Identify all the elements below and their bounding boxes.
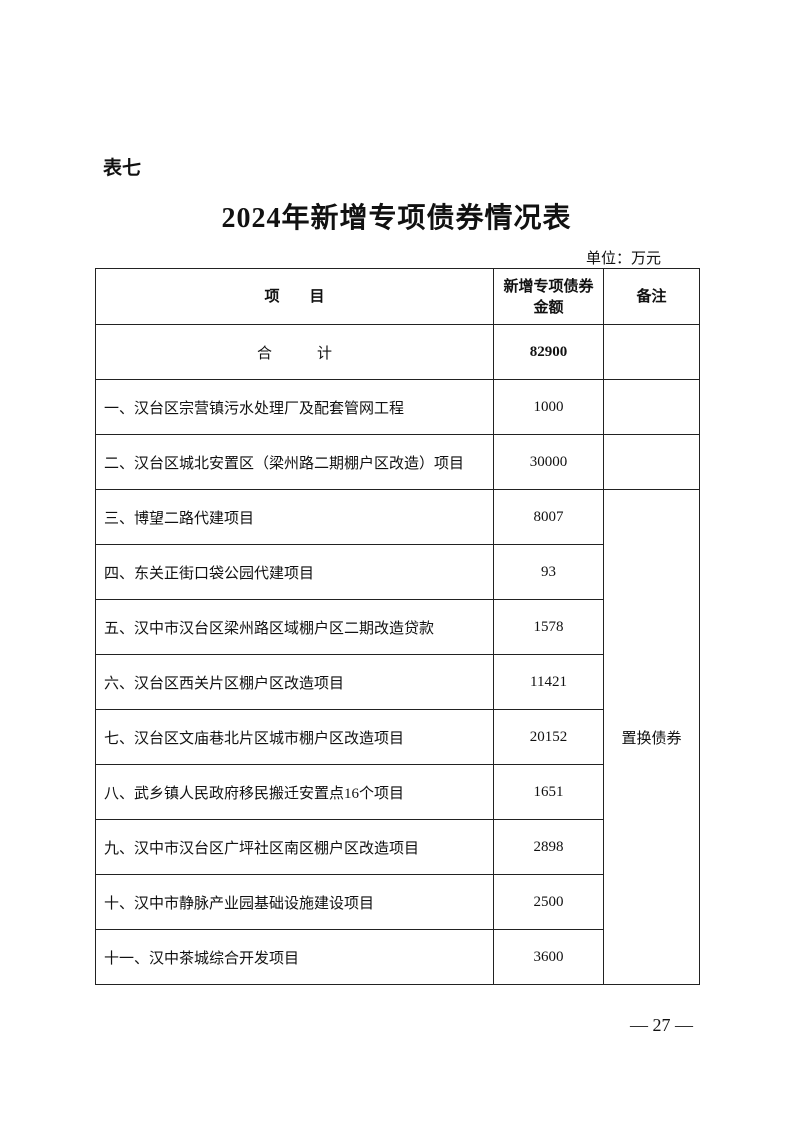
table-row: 十、汉中市静脉产业园基础设施建设项目 2500: [95, 874, 700, 930]
row-item: 六、汉台区西关片区棚户区改造项目: [95, 654, 494, 710]
table-row: 一、汉台区宗营镇污水处理厂及配套管网工程 1000: [95, 379, 700, 435]
header-remark: 备注: [603, 268, 700, 325]
merged-remark: 置换债券: [603, 489, 700, 985]
table-row: 九、汉中市汉台区广坪社区南区棚户区改造项目 2898: [95, 819, 700, 875]
table-row: 六、汉台区西关片区棚户区改造项目 11421: [95, 654, 700, 710]
row-amount: 3600: [493, 929, 604, 985]
row-remark: [603, 379, 700, 435]
total-remark: [603, 324, 700, 380]
row-amount: 1578: [493, 599, 604, 655]
row-item: 九、汉中市汉台区广坪社区南区棚户区改造项目: [95, 819, 494, 875]
row-item: 五、汉中市汉台区梁州路区域棚户区二期改造贷款: [95, 599, 494, 655]
row-amount: 8007: [493, 489, 604, 545]
table-row: 七、汉台区文庙巷北片区城市棚户区改造项目 20152: [95, 709, 700, 765]
table-row: 十一、汉中茶城综合开发项目 3600: [95, 929, 700, 985]
table-row: 八、武乡镇人民政府移民搬迁安置点16个项目 1651: [95, 764, 700, 820]
table-row: 三、博望二路代建项目 8007 置换债券: [95, 489, 700, 985]
header-amount-line1: 新增专项债券: [503, 276, 594, 295]
row-amount: 93: [493, 544, 604, 600]
row-item: 十一、汉中茶城综合开发项目: [95, 929, 494, 985]
row-item: 八、武乡镇人民政府移民搬迁安置点16个项目: [95, 764, 494, 820]
row-amount: 2898: [493, 819, 604, 875]
row-amount: 1651: [493, 764, 604, 820]
row-item: 二、汉台区城北安置区（梁州路二期棚户区改造）项目: [95, 434, 494, 490]
total-row: 合 计 82900: [95, 324, 700, 380]
total-label: 合 计: [95, 324, 494, 380]
row-amount: 1000: [493, 379, 604, 435]
row-amount: 20152: [493, 709, 604, 765]
row-amount: 30000: [493, 434, 604, 490]
unit-note: 单位：万元: [585, 251, 661, 267]
table-row: 五、汉中市汉台区梁州路区域棚户区二期改造贷款 1578: [95, 599, 700, 655]
table-row: 二、汉台区城北安置区（梁州路二期棚户区改造）项目 30000: [95, 434, 700, 490]
row-amount: 2500: [493, 874, 604, 930]
row-item: 三、博望二路代建项目: [95, 489, 494, 545]
table-row: 四、东关正街口袋公园代建项目 93: [95, 544, 700, 600]
header-row: 项 目 新增专项债券 金额 备注: [95, 268, 700, 325]
row-item: 一、汉台区宗营镇污水处理厂及配套管网工程: [95, 379, 494, 435]
bond-table: 项 目 新增专项债券 金额 备注 合 计 82900 一、汉台区宗营镇污水处理厂…: [95, 268, 700, 985]
row-item: 十、汉中市静脉产业园基础设施建设项目: [95, 874, 494, 930]
row-item: 四、东关正街口袋公园代建项目: [95, 544, 494, 600]
header-amount-line2: 金额: [533, 297, 564, 316]
row-remark: [603, 434, 700, 490]
page-number: — 27 —: [630, 1015, 693, 1035]
row-item: 七、汉台区文庙巷北片区城市棚户区改造项目: [95, 709, 494, 765]
row-amount: 11421: [493, 654, 604, 710]
page-title: 2024年新增专项债券情况表: [221, 203, 572, 234]
header-amount: 新增专项债券 金额: [493, 268, 604, 325]
total-amount: 82900: [493, 324, 604, 380]
table-label: 表七: [103, 157, 142, 179]
header-item: 项 目: [95, 268, 494, 325]
